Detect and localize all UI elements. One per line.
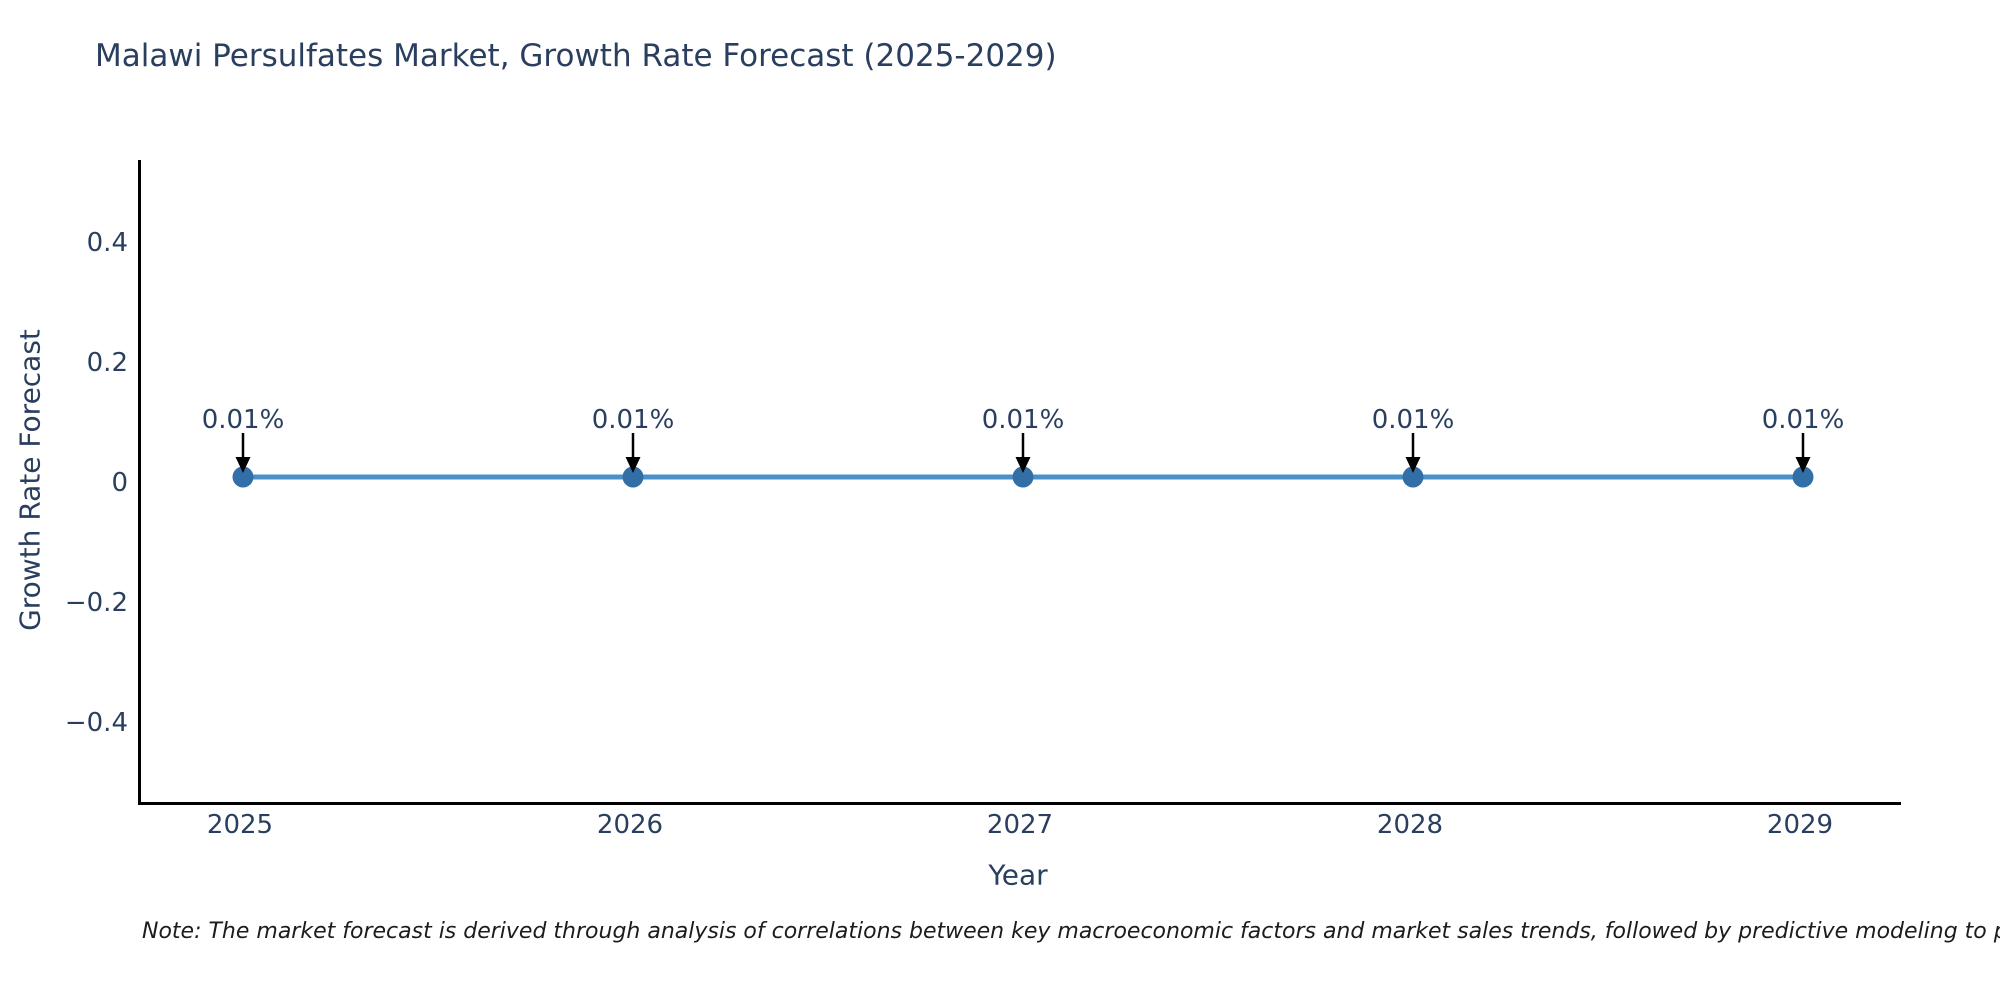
annotation-arrow-head [625, 457, 641, 473]
data-point-label: 0.01% [592, 405, 675, 435]
y-tick-label: 0 [111, 468, 128, 498]
chart-title: Malawi Persulfates Market, Growth Rate F… [95, 38, 1057, 74]
annotation-arrow-head [1405, 457, 1421, 473]
y-tick-label: 0.2 [86, 348, 128, 378]
annotation-arrow-head [235, 457, 251, 473]
data-point-label: 0.01% [202, 405, 285, 435]
annotation-arrow-head [1015, 457, 1031, 473]
line-series: 0.01% 0.01% 0.01% 0.01% 0.01% [202, 405, 1845, 488]
data-point-label: 0.01% [982, 405, 1065, 435]
data-point-label: 0.01% [1762, 405, 1845, 435]
plot-area: 0.01% 0.01% 0.01% 0.01% 0.01% [138, 160, 1901, 805]
data-point-marker [232, 466, 254, 488]
data-point-marker [1792, 466, 1814, 488]
annotation-arrow-head [1795, 457, 1811, 473]
y-axis-title: Growth Rate Forecast [13, 329, 47, 631]
y-tick-label: 0.4 [86, 228, 128, 258]
x-tick-label: 2027 [986, 810, 1054, 840]
data-point-label: 0.01% [1372, 405, 1455, 435]
x-tick-label: 2025 [206, 810, 274, 840]
x-tick-label: 2028 [1376, 810, 1444, 840]
x-tick-label: 2029 [1766, 810, 1834, 840]
x-axis-title: Year [988, 858, 1048, 892]
data-point-marker [622, 466, 644, 488]
footnote: Note: The market forecast is derived thr… [142, 919, 2000, 944]
y-tick-label: −0.2 [64, 588, 128, 618]
x-tick-label: 2026 [596, 810, 664, 840]
y-tick-label: −0.4 [64, 708, 128, 738]
data-point-marker [1402, 466, 1424, 488]
data-point-marker [1012, 466, 1034, 488]
